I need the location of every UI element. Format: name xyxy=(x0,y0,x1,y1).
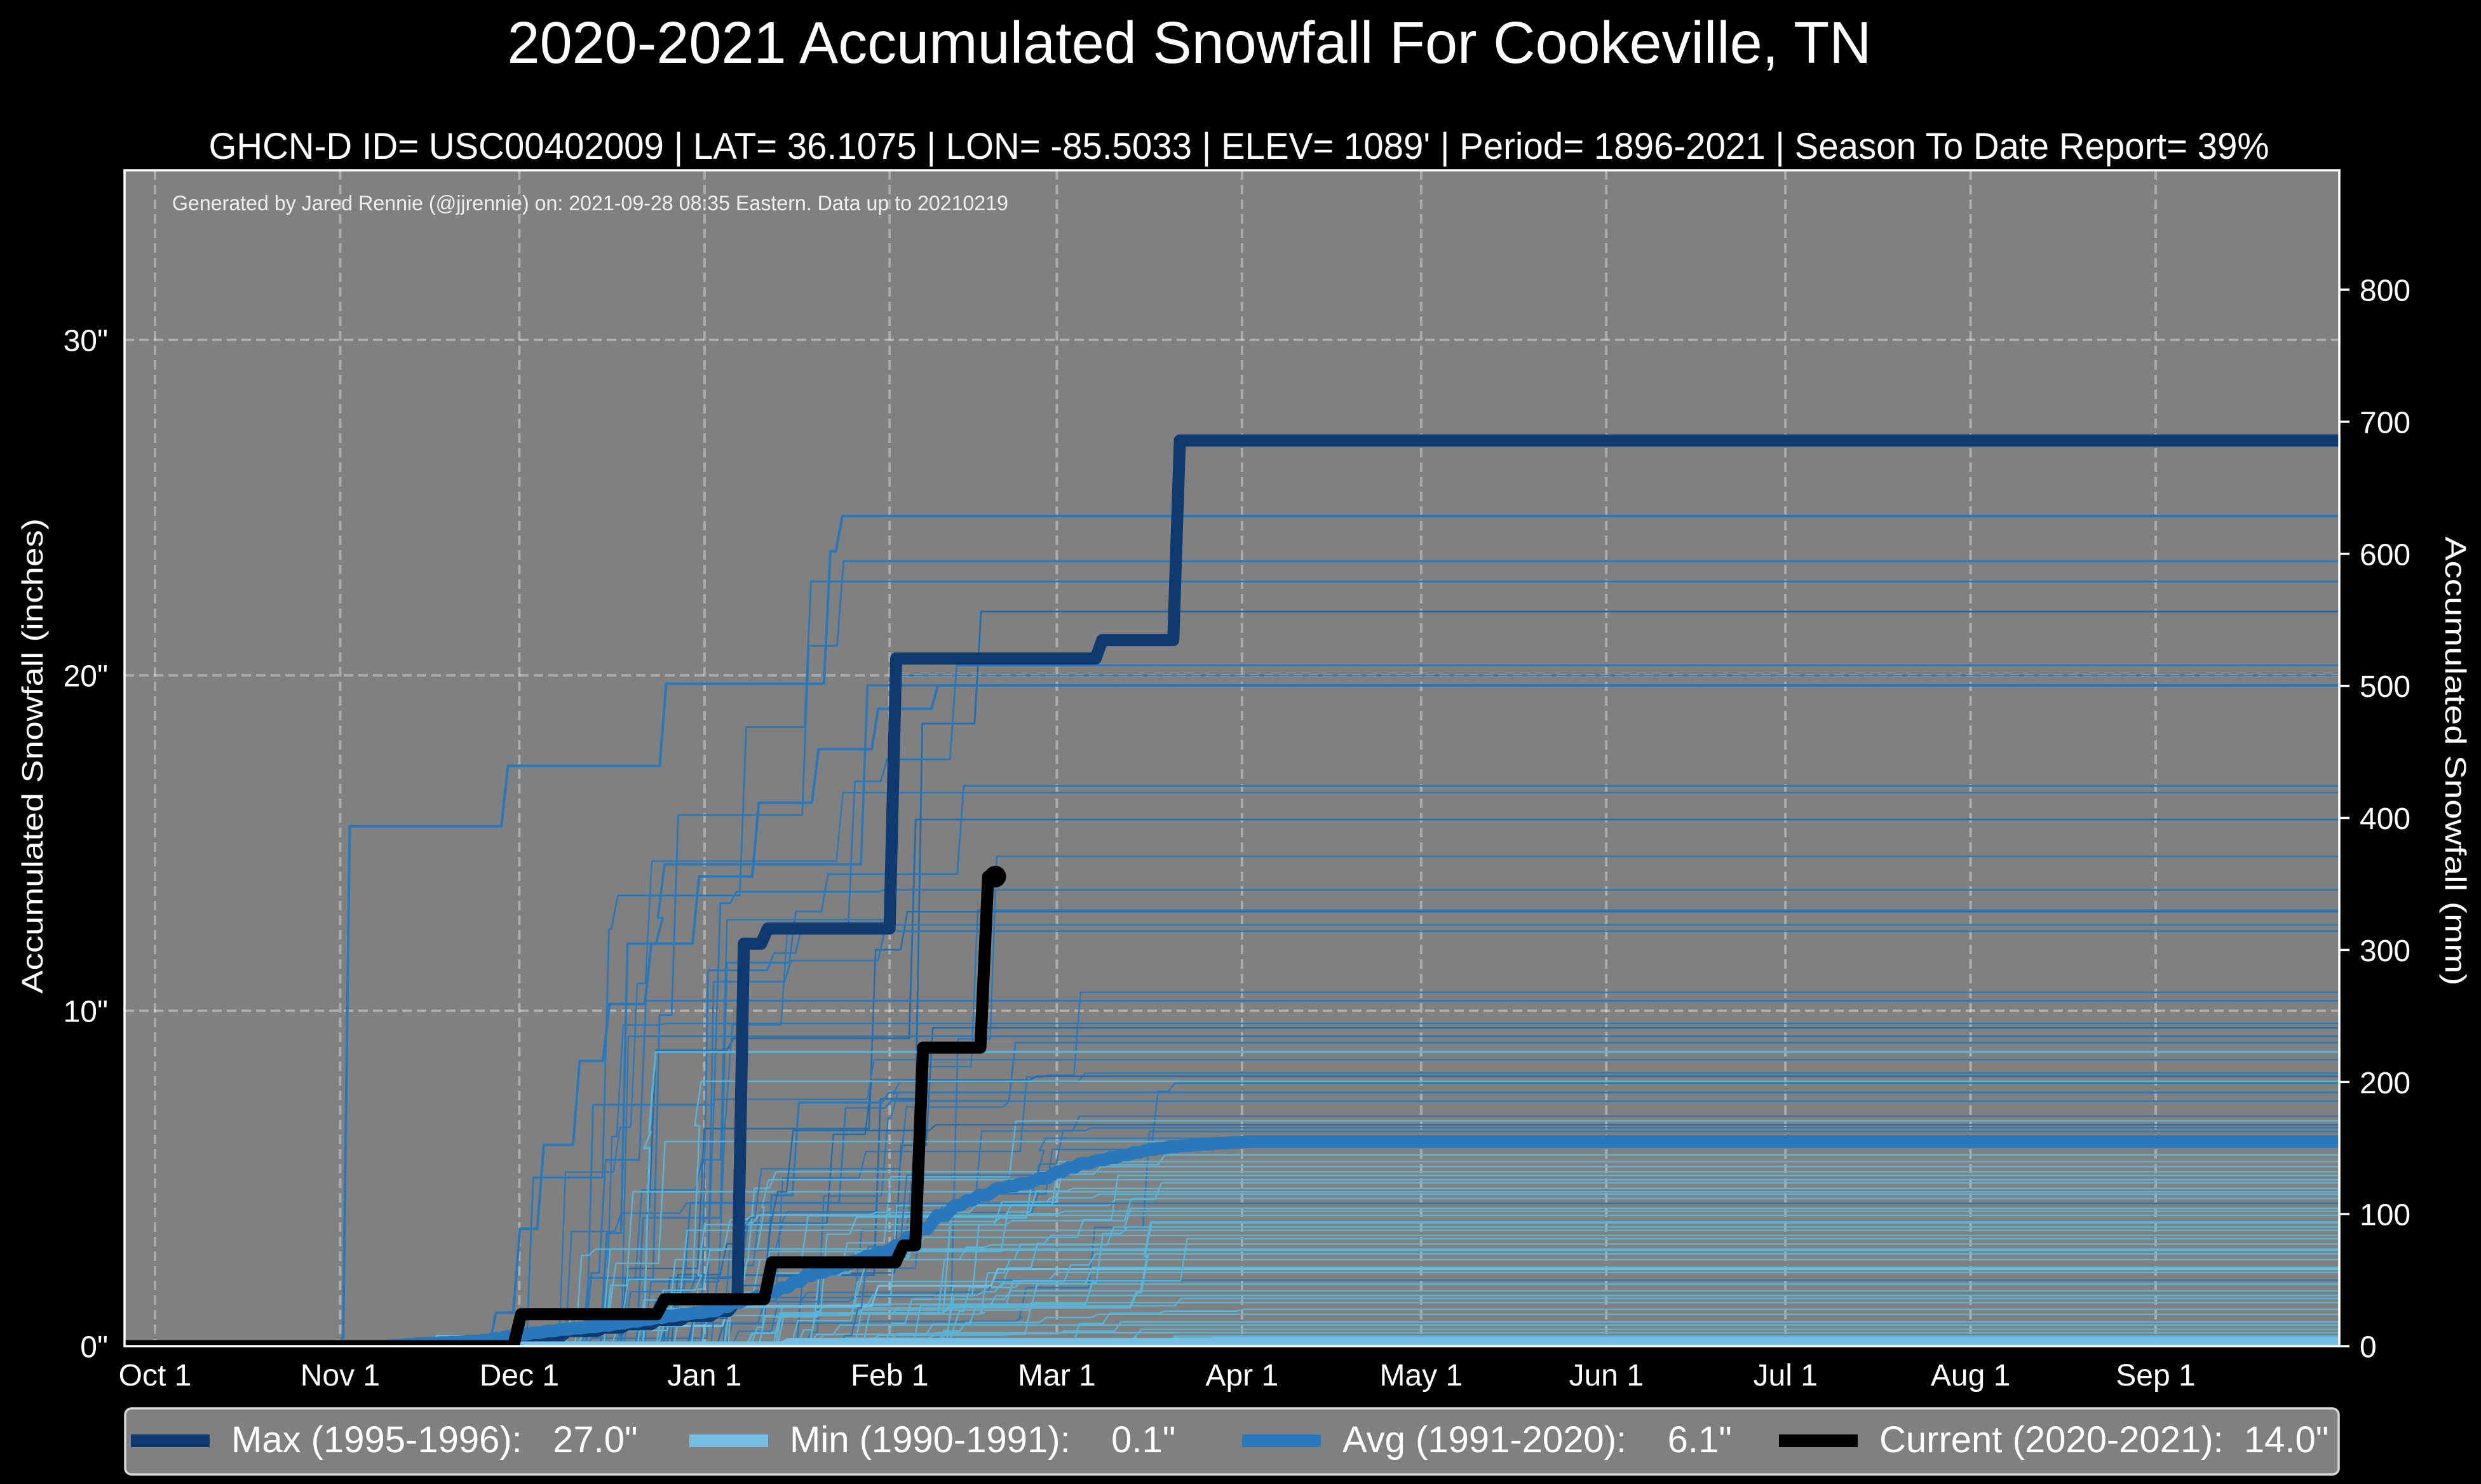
svg-text:600: 600 xyxy=(2360,538,2410,572)
svg-text:Generated by Jared Rennie (@jj: Generated by Jared Rennie (@jjrennie) on… xyxy=(172,191,1008,215)
svg-text:2020-2021 Accumulated Snowfall: 2020-2021 Accumulated Snowfall For Cooke… xyxy=(508,10,1872,76)
svg-text:Avg (1991-2020): 6.1": Avg (1991-2020): 6.1" xyxy=(1342,1419,1732,1460)
svg-text:Min (1990-1991): 0.1": Min (1990-1991): 0.1" xyxy=(790,1419,1175,1460)
svg-text:800: 800 xyxy=(2360,274,2410,308)
svg-text:Current (2020-2021): 14.0": Current (2020-2021): 14.0" xyxy=(1879,1419,2329,1460)
svg-text:Jul 1: Jul 1 xyxy=(1754,1359,1818,1393)
svg-text:Jun 1: Jun 1 xyxy=(1569,1359,1643,1393)
svg-text:Oct 1: Oct 1 xyxy=(119,1359,192,1393)
svg-text:Sep 1: Sep 1 xyxy=(2116,1359,2195,1393)
svg-text:100: 100 xyxy=(2360,1199,2410,1232)
svg-text:Apr 1: Apr 1 xyxy=(1205,1359,1278,1393)
svg-text:Mar 1: Mar 1 xyxy=(1018,1359,1096,1393)
svg-text:500: 500 xyxy=(2360,670,2410,704)
svg-text:400: 400 xyxy=(2360,802,2410,836)
svg-text:30": 30" xyxy=(64,325,108,358)
svg-text:Dec 1: Dec 1 xyxy=(480,1359,559,1393)
svg-text:300: 300 xyxy=(2360,934,2410,968)
svg-text:Accumulated Snowfall (inches): Accumulated Snowfall (inches) xyxy=(16,518,49,994)
svg-text:Max (1995-1996): 27.0": Max (1995-1996): 27.0" xyxy=(231,1419,638,1460)
svg-text:May 1: May 1 xyxy=(1379,1359,1463,1393)
svg-text:10": 10" xyxy=(64,995,108,1029)
svg-text:200: 200 xyxy=(2360,1067,2410,1100)
svg-text:Accumulated Snowfall (mm): Accumulated Snowfall (mm) xyxy=(2439,537,2472,986)
svg-text:Feb 1: Feb 1 xyxy=(851,1359,929,1393)
svg-text:700: 700 xyxy=(2360,406,2410,440)
svg-text:0": 0" xyxy=(80,1331,108,1365)
svg-text:0: 0 xyxy=(2360,1331,2377,1365)
svg-text:Nov 1: Nov 1 xyxy=(301,1359,380,1393)
svg-text:Aug 1: Aug 1 xyxy=(1931,1359,2010,1393)
svg-text:GHCN-D ID= USC00402009 | LAT=: GHCN-D ID= USC00402009 | LAT= 36.1075 | … xyxy=(209,126,2269,167)
svg-text:Jan 1: Jan 1 xyxy=(667,1359,741,1393)
svg-text:20": 20" xyxy=(64,660,108,694)
